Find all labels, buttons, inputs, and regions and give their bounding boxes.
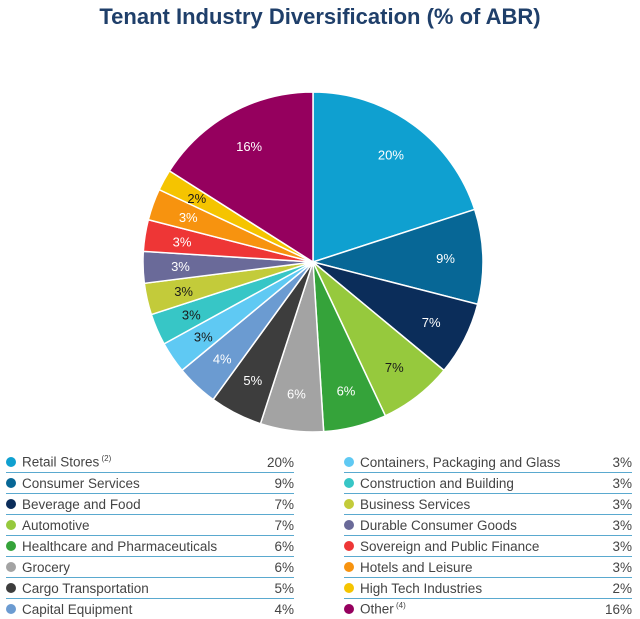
legend-swatch — [6, 541, 16, 551]
slice-label-11: 3% — [171, 259, 190, 274]
legend-label: Retail Stores (2) — [22, 454, 112, 470]
legend-item: Consumer Services 9% — [6, 473, 294, 494]
legend-footnote: (4) — [393, 601, 406, 611]
legend-swatch — [344, 541, 354, 551]
legend-item: Cargo Transportation 5% — [6, 578, 294, 599]
legend-label: Consumer Services — [22, 475, 140, 491]
legend-swatch — [344, 583, 354, 593]
legend-swatch — [6, 520, 16, 530]
legend-label: High Tech Industries — [360, 580, 483, 596]
legend-item: Hotels and Leisure 3% — [344, 557, 632, 578]
legend-label: Hotels and Leisure — [360, 559, 473, 575]
pie-slice-1 — [310, 208, 484, 306]
legend-label: Healthcare and Pharmaceuticals — [22, 538, 218, 554]
legend-label: Automotive — [22, 517, 90, 533]
legend-item: Grocery 6% — [6, 557, 294, 578]
legend-item: Automotive 7% — [6, 515, 294, 536]
slice-label-3: 7% — [385, 360, 404, 375]
slice-label-13: 3% — [179, 210, 198, 225]
slice-label-0: 20% — [378, 148, 404, 163]
legend-label: Business Services — [360, 496, 471, 512]
legend-item: Sovereign and Public Finance 3% — [344, 536, 632, 557]
legend-swatch — [6, 604, 16, 614]
legend-swatch — [344, 478, 354, 488]
legend-value: 5% — [274, 580, 294, 596]
slice-label-10: 3% — [174, 284, 193, 299]
legend-value: 3% — [612, 538, 632, 554]
slice-label-15: 16% — [236, 139, 262, 154]
legend-item: Business Services 3% — [344, 494, 632, 515]
legend-swatch — [6, 562, 16, 572]
legend-swatch — [344, 604, 354, 614]
slice-label-9: 3% — [182, 308, 201, 323]
legend-item: Retail Stores (2) 20% — [6, 452, 294, 473]
pie-slice-15 — [168, 91, 314, 264]
chart-title: Tenant Industry Diversification (% of AB… — [99, 4, 541, 29]
slice-label-1: 9% — [436, 251, 455, 266]
legend-value: 16% — [604, 601, 632, 617]
legend-right-column: Containers, Packaging and Glass 3% Constru… — [344, 452, 632, 619]
legend-swatch — [6, 499, 16, 509]
legend-value: 3% — [612, 559, 632, 575]
legend-swatch — [6, 457, 16, 467]
slice-label-2: 7% — [422, 315, 441, 330]
legend-swatch — [344, 457, 354, 467]
legend-left-column: Retail Stores (2) 20% Consumer Services 9% B… — [6, 452, 294, 619]
legend-item: Containers, Packaging and Glass 3% — [344, 452, 632, 473]
legend-swatch — [344, 520, 354, 530]
legend-item: Capital Equipment 4% — [6, 599, 294, 619]
slice-label-5: 6% — [287, 387, 306, 402]
legend-label: Durable Consumer Goods — [360, 517, 517, 533]
legend-value: 3% — [612, 496, 632, 512]
slice-label-14: 2% — [187, 191, 206, 206]
legend-value: 2% — [612, 580, 632, 596]
legend-item: Beverage and Food 7% — [6, 494, 294, 515]
pie-slice-0 — [312, 91, 476, 264]
legend-value: 20% — [266, 454, 294, 470]
legend-value: 3% — [612, 517, 632, 533]
legend-value: 3% — [612, 454, 632, 470]
pie-chart: 20%9%7%7%6%6%5%4%3%3%3%3%3%3%2%16% — [142, 91, 484, 433]
legend-value: 9% — [274, 475, 294, 491]
legend-item: High Tech Industries 2% — [344, 578, 632, 599]
legend-label: Other (4) — [360, 601, 406, 617]
legend-swatch — [344, 499, 354, 509]
legend-label: Sovereign and Public Finance — [360, 538, 540, 554]
legend-label: Construction and Building — [360, 475, 514, 491]
legend-label: Containers, Packaging and Glass — [360, 454, 561, 470]
legend-label: Beverage and Food — [22, 496, 141, 512]
legend-footnote: (2) — [99, 454, 112, 464]
slice-label-4: 6% — [337, 383, 356, 398]
slice-label-7: 4% — [213, 352, 232, 367]
legend-value: 3% — [612, 475, 632, 491]
legend-swatch — [6, 478, 16, 488]
legend-value: 4% — [274, 601, 294, 617]
slice-label-6: 5% — [243, 373, 262, 388]
legend-item: Durable Consumer Goods 3% — [344, 515, 632, 536]
slice-label-8: 3% — [194, 330, 213, 345]
legend-value: 6% — [274, 559, 294, 575]
legend-label: Grocery — [22, 559, 71, 575]
legend-value: 6% — [274, 538, 294, 554]
legend-swatch — [6, 583, 16, 593]
legend-item: Other (4) 16% — [344, 599, 632, 619]
legend-swatch — [344, 562, 354, 572]
legend-item: Healthcare and Pharmaceuticals 6% — [6, 536, 294, 557]
legend-value: 7% — [274, 517, 294, 533]
legend-label: Cargo Transportation — [22, 580, 149, 596]
slice-label-12: 3% — [173, 234, 192, 249]
legend-item: Construction and Building 3% — [344, 473, 632, 494]
legend-label: Capital Equipment — [22, 601, 133, 617]
legend-value: 7% — [274, 496, 294, 512]
